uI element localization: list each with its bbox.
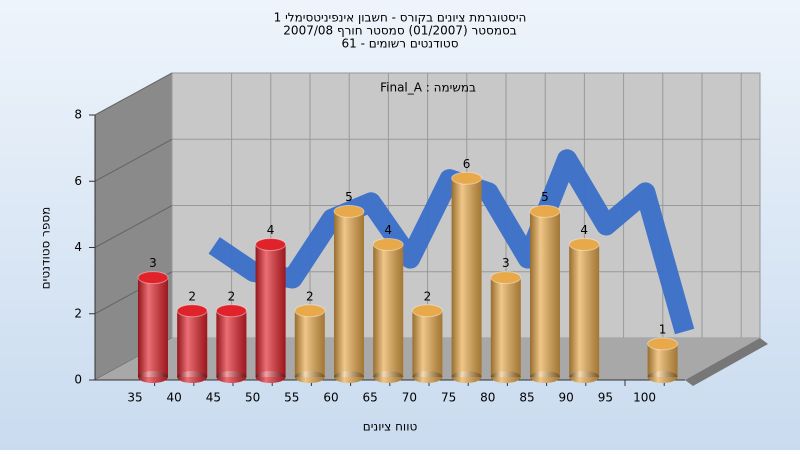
data-label: 3 (502, 256, 510, 270)
x-tick-label: 80 (480, 391, 495, 405)
bar-top (411, 304, 443, 318)
bar-shade (255, 244, 286, 377)
bar-base (177, 371, 208, 383)
data-label: 4 (384, 223, 392, 237)
bar-base (373, 371, 404, 383)
bar-shade (373, 244, 404, 377)
bar-top (568, 238, 600, 251)
floor-edge (685, 338, 768, 386)
x-tick-label: 40 (167, 391, 182, 405)
y-axis-label: מספר סטודנטים (39, 207, 53, 290)
chart-subtitle: במשימה : Final_A (380, 81, 476, 95)
bar-top (490, 271, 522, 285)
chart-title: היסטוגרמת ציונים בקורס - חשבון אינפיניטס… (274, 11, 527, 25)
data-label: 3 (149, 256, 157, 270)
grid-line (94, 72, 173, 116)
data-label: 5 (541, 190, 549, 204)
y-tick-label: 0 (74, 373, 82, 387)
x-tick-label: 45 (206, 391, 221, 405)
grid-line (94, 138, 173, 182)
x-tick-label: 60 (323, 391, 338, 405)
x-tick-label: 65 (363, 391, 378, 405)
data-label: 2 (424, 289, 432, 303)
bar-top (372, 238, 404, 251)
y-tick-label: 8 (74, 108, 82, 122)
bar-top (529, 204, 561, 218)
chart-title: סטודנטים רשומים - 61 (341, 37, 458, 51)
x-tick-label: 70 (402, 391, 417, 405)
x-tick-label: 85 (519, 391, 534, 405)
data-label: 1 (659, 322, 667, 336)
bar-top (215, 304, 247, 318)
bar-top (451, 171, 483, 185)
bar-top (137, 271, 169, 285)
data-label: 2 (306, 289, 314, 303)
bar-base (490, 371, 521, 383)
x-axis-label: טווח ציונים (363, 420, 418, 434)
data-label: 5 (345, 190, 353, 204)
bar-shade (490, 277, 521, 377)
y-tick-label: 4 (74, 240, 82, 254)
bar-shade (138, 277, 168, 377)
bar-top (294, 304, 326, 318)
bar-base (294, 371, 325, 383)
bar-top (647, 337, 679, 351)
bar-base (216, 371, 247, 383)
bar-shade (216, 310, 247, 377)
data-label: 6 (463, 157, 471, 171)
x-tick-label: 95 (598, 391, 613, 405)
data-label: 4 (267, 223, 275, 237)
bar-shade (530, 211, 560, 377)
y-tick-label: 2 (74, 306, 82, 320)
trend-ribbon (208, 149, 695, 335)
x-tick-label: 55 (284, 391, 299, 405)
y-tick-label: 6 (74, 174, 82, 188)
x-tick-label: 100 (633, 391, 656, 405)
bar-shade (334, 211, 364, 377)
bar-shade (412, 310, 443, 377)
x-tick-label: 75 (441, 391, 456, 405)
bar-base (569, 371, 600, 383)
bar-base (334, 371, 364, 383)
bar-base (412, 371, 443, 383)
bar-top (255, 238, 287, 251)
bar-top (333, 204, 365, 218)
bar-base (255, 371, 286, 383)
grid-line (94, 205, 173, 248)
bar-top (176, 304, 208, 318)
data-label: 2 (188, 289, 196, 303)
data-label: 2 (228, 289, 236, 303)
bar-shade (569, 244, 600, 377)
bar-base (138, 371, 168, 383)
data-label: 4 (580, 223, 588, 237)
x-tick-label: 50 (245, 391, 260, 405)
x-tick-label: 35 (127, 391, 142, 405)
chart-title: בסמסטר (01/2007) סמסטר חורף 2007/08 (283, 24, 516, 38)
bar-base (647, 371, 678, 383)
bar-shade (451, 178, 482, 377)
x-tick-label: 90 (559, 391, 574, 405)
bar-shade (177, 310, 208, 377)
bar-base (530, 371, 560, 383)
bar-base (451, 371, 482, 383)
bar-shade (294, 310, 325, 377)
